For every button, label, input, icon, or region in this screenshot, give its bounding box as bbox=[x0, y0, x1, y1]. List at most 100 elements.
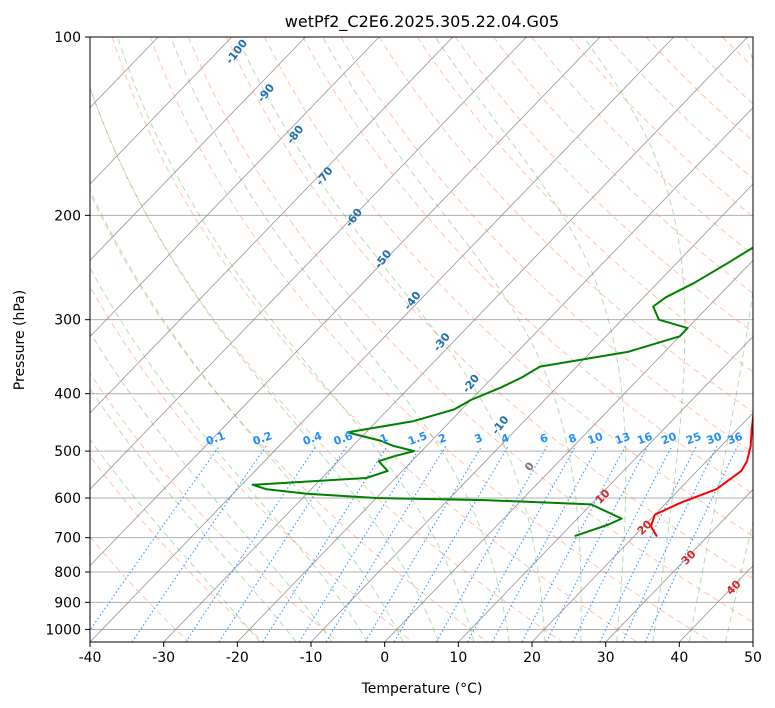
dry-adiabat-line bbox=[531, 37, 753, 256]
moist-adiabat-line bbox=[725, 520, 753, 642]
dry-adiabat-line bbox=[607, 37, 753, 180]
mixing-ratio-label: 0.2 bbox=[251, 429, 274, 448]
plot-area bbox=[90, 37, 753, 642]
isotherm-line bbox=[90, 37, 233, 185]
dry-adiabat-line bbox=[111, 37, 638, 642]
dry-adiabat-lines bbox=[90, 37, 753, 642]
moist-adiabat-line bbox=[117, 37, 475, 642]
isotherm-line bbox=[605, 488, 753, 642]
moist-adiabat-line bbox=[322, 37, 582, 642]
x-tick-label: -40 bbox=[79, 650, 102, 666]
x-tick-label: 50 bbox=[744, 650, 762, 666]
mixing-ratio-line bbox=[218, 445, 348, 642]
mixing-ratio-label: 0.4 bbox=[301, 429, 324, 448]
mixing-ratio-label: 25 bbox=[684, 430, 703, 447]
mixing-ratio-label: 3 bbox=[473, 431, 485, 446]
dry-adiabat-line bbox=[378, 37, 753, 413]
mixing-ratio-label: 6 bbox=[538, 431, 550, 446]
y-axis-ticks: 100 200 300 400 500 600 700 800 900 1000 bbox=[45, 30, 90, 638]
y-tick-label: 100 bbox=[54, 30, 81, 46]
mixing-ratio-line bbox=[90, 445, 220, 632]
isotherm-line bbox=[458, 335, 753, 642]
mixing-ratio-line bbox=[572, 445, 673, 642]
mixing-ratio-line bbox=[298, 445, 422, 642]
y-tick-label: 700 bbox=[54, 531, 81, 547]
y-axis-label: Pressure (hPa) bbox=[12, 290, 28, 390]
mixing-ratio-label: 36 bbox=[726, 430, 745, 448]
mixing-ratio-label: 30 bbox=[705, 430, 724, 448]
dry-adiabat-line bbox=[226, 37, 753, 580]
dewpoint-line bbox=[251, 246, 753, 537]
moist-adiabat-line bbox=[170, 37, 510, 642]
dry-adiabat-line bbox=[188, 37, 753, 623]
moist-adiabat-line bbox=[688, 37, 753, 642]
mixing-ratio-line bbox=[621, 445, 718, 642]
moist-adiabat-line bbox=[236, 37, 546, 642]
mixing-ratio-line bbox=[435, 445, 548, 642]
sounding-series bbox=[251, 246, 753, 537]
dry-adiabat-line bbox=[340, 37, 753, 454]
mixing-ratio-label: 20 bbox=[660, 430, 679, 448]
dry-adiabat-line bbox=[149, 37, 712, 642]
mixing-ratio-line bbox=[131, 445, 267, 642]
x-tick-label: 20 bbox=[523, 650, 541, 666]
mixing-ratio-line bbox=[262, 445, 388, 642]
mixing-ratio-label: 2 bbox=[437, 431, 449, 446]
y-tick-label: 400 bbox=[54, 387, 81, 403]
mixing-ratio-line bbox=[545, 445, 649, 642]
moist-adiabat-line bbox=[90, 387, 297, 642]
isotherm-line bbox=[384, 259, 753, 642]
mixing-ratio-label: 0.1 bbox=[204, 429, 227, 448]
y-tick-label: 200 bbox=[54, 208, 81, 224]
mixing-ratio-line bbox=[467, 445, 577, 642]
dry-adiabat-line bbox=[90, 372, 339, 642]
isotherm-line bbox=[90, 37, 454, 414]
x-axis-ticks: -40 -30 -20 -10 0 10 20 30 40 50 bbox=[79, 642, 762, 666]
mixing-ratio-label: 4 bbox=[499, 431, 511, 446]
moist-adiabat-line bbox=[90, 331, 333, 642]
x-tick-label: 10 bbox=[449, 650, 467, 666]
mixing-ratio-line bbox=[325, 445, 447, 642]
chart-title: wetPf2_C2E6.2025.305.22.04.G05 bbox=[285, 12, 559, 32]
y-tick-label: 1000 bbox=[45, 622, 81, 638]
dry-adiabat-line bbox=[90, 86, 563, 642]
moist-adiabat-line bbox=[90, 438, 261, 642]
isotherm-line bbox=[237, 106, 753, 642]
mixing-ratio-label: 13 bbox=[613, 430, 632, 447]
mixing-ratio-label: 8 bbox=[567, 431, 579, 446]
plot-frame bbox=[89, 36, 754, 643]
isotherm-line bbox=[90, 37, 306, 261]
moist-adiabat-line bbox=[583, 37, 686, 642]
x-tick-label: -10 bbox=[300, 650, 323, 666]
y-tick-label: 600 bbox=[54, 491, 81, 507]
moist-adiabat-lines bbox=[90, 37, 753, 642]
mixing-ratio-label: 1.5 bbox=[406, 429, 429, 448]
dry-adiabat-line bbox=[302, 37, 753, 495]
isotherm-lines bbox=[90, 37, 753, 642]
moist-adiabat-line bbox=[434, 37, 627, 642]
dry-adiabat-line bbox=[645, 37, 753, 142]
x-tick-label: -20 bbox=[226, 650, 249, 666]
isotherm-line bbox=[310, 183, 753, 642]
x-tick-label: 0 bbox=[380, 650, 389, 666]
isotherm-line bbox=[90, 37, 675, 642]
mixing-ratio-label: 0.6 bbox=[332, 429, 355, 448]
dry-adiabat-line bbox=[90, 285, 414, 642]
moist-adiabat-line bbox=[90, 86, 439, 642]
y-tick-label: 800 bbox=[54, 565, 81, 581]
mixing-ratio-label: 10 bbox=[586, 430, 605, 448]
mixing-ratio-label: 1 bbox=[378, 431, 390, 446]
isotherm-line bbox=[90, 37, 601, 567]
moist-adiabat-line bbox=[90, 266, 369, 642]
isotherm-line bbox=[90, 37, 380, 338]
x-tick-label: 30 bbox=[597, 650, 615, 666]
isotherm-line bbox=[90, 37, 527, 490]
x-axis-label: Temperature (°C) bbox=[361, 681, 483, 697]
isotherm-line bbox=[163, 37, 748, 642]
dry-adiabat-line bbox=[493, 37, 753, 294]
dry-adiabat-line bbox=[416, 37, 753, 373]
y-tick-label: 300 bbox=[54, 313, 81, 329]
isotherm-line bbox=[531, 412, 753, 642]
